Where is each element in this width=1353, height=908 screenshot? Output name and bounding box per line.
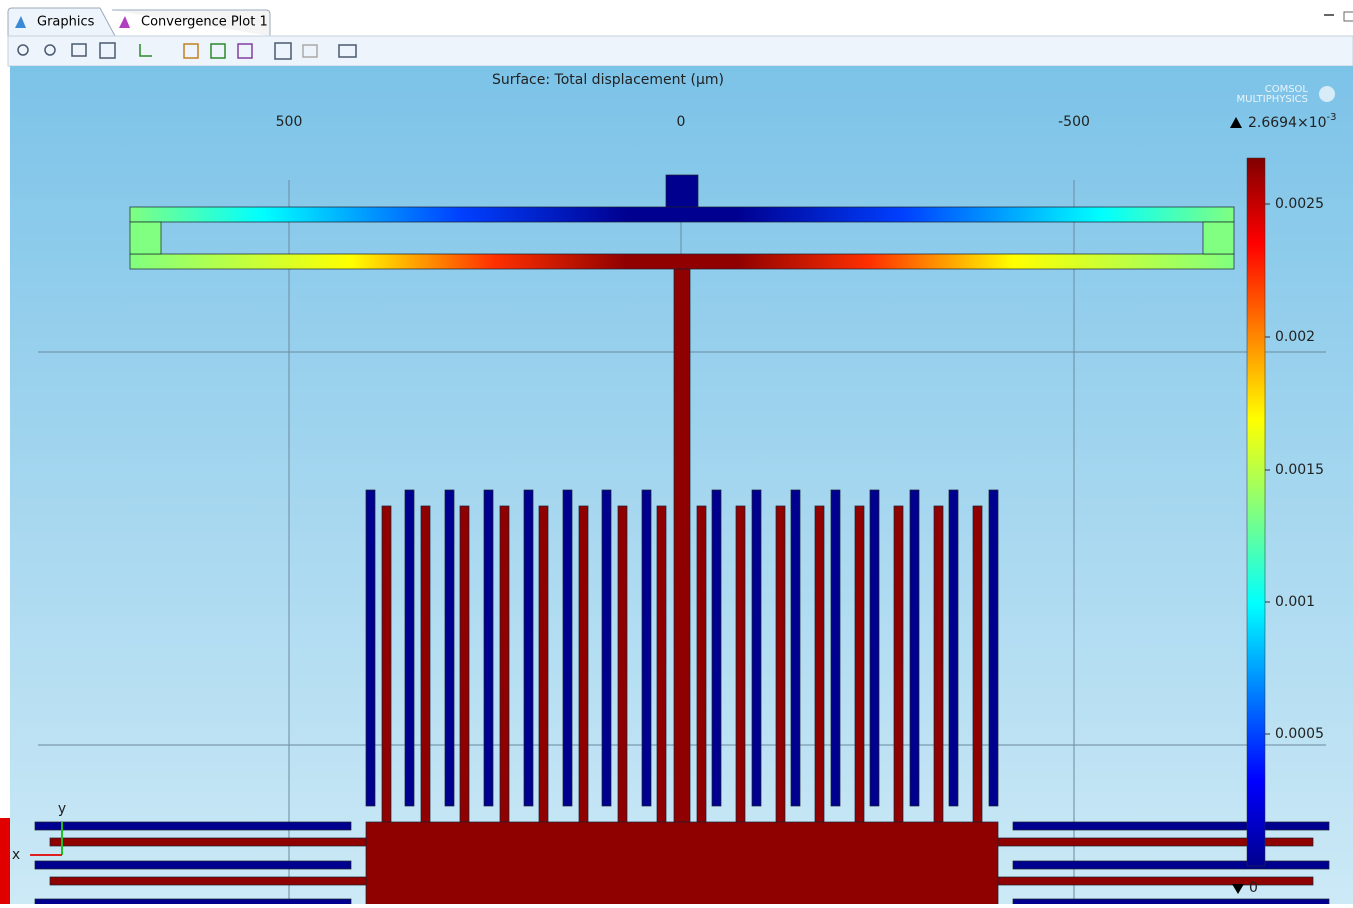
max-base: 2.6694×10 xyxy=(1248,115,1327,131)
x-tick-label: 0 xyxy=(677,114,686,130)
anchor xyxy=(666,175,698,207)
finger xyxy=(642,490,651,806)
finger xyxy=(989,490,998,806)
finger xyxy=(460,506,469,822)
electrode-bar xyxy=(998,877,1313,885)
tab-label[interactable]: Graphics xyxy=(37,15,95,30)
finger xyxy=(949,490,958,806)
frame-bottom xyxy=(130,254,1234,269)
finger xyxy=(815,506,824,822)
x-tick-label: 500 xyxy=(276,114,303,130)
frame-top xyxy=(130,207,1234,222)
electrode-bar xyxy=(998,838,1313,846)
colorbar xyxy=(1247,158,1265,866)
finger xyxy=(366,490,375,806)
electrode-bar xyxy=(35,861,351,869)
finger xyxy=(855,506,864,822)
finger xyxy=(484,490,493,806)
finger xyxy=(524,490,533,806)
finger xyxy=(563,490,572,806)
finger xyxy=(791,490,800,806)
finger xyxy=(500,506,509,822)
finger xyxy=(712,490,721,806)
finger xyxy=(445,490,454,806)
finger xyxy=(831,490,840,806)
tab-label[interactable]: Convergence Plot 1 xyxy=(141,15,268,30)
plot-title: Surface: Total displacement (µm) xyxy=(492,72,724,88)
finger xyxy=(539,506,548,822)
finger xyxy=(657,506,666,822)
logo-icon xyxy=(1319,86,1335,102)
electrode-bar xyxy=(50,877,366,885)
finger xyxy=(752,490,761,806)
finger xyxy=(973,506,982,822)
electrode-bar xyxy=(35,822,351,830)
finger xyxy=(934,506,943,822)
axis-label: x xyxy=(12,847,20,863)
finger xyxy=(736,506,745,822)
frame-side xyxy=(130,222,161,254)
axis-label: y xyxy=(58,801,66,817)
colorbar-tick-label: 0.0015 xyxy=(1275,462,1324,478)
electrode-bar xyxy=(1013,899,1329,904)
finger xyxy=(382,506,391,822)
electrode-bar xyxy=(35,899,351,904)
finger xyxy=(697,506,706,822)
side-marker xyxy=(0,818,10,904)
minimize-button[interactable] xyxy=(1324,14,1334,16)
colorbar-tick-label: 0.0005 xyxy=(1275,726,1324,742)
colorbar-min: 0 xyxy=(1249,880,1258,896)
base xyxy=(366,822,998,904)
finger xyxy=(910,490,919,806)
frame-side xyxy=(1203,222,1234,254)
colorbar-max: 2.6694×10-3 xyxy=(1248,112,1337,131)
toolbar xyxy=(8,36,1353,66)
window: Graphics Convergence Plot 1 Surface: Tot… xyxy=(0,0,1353,904)
finger xyxy=(894,506,903,822)
max-exponent: -3 xyxy=(1327,112,1337,123)
electrode-bar xyxy=(1013,822,1329,830)
logo: MULTIPHYSICS xyxy=(1237,94,1308,105)
electrode-bar xyxy=(50,838,366,846)
finger xyxy=(405,490,414,806)
finger xyxy=(776,506,785,822)
finger xyxy=(870,490,879,806)
finger xyxy=(579,506,588,822)
finger xyxy=(602,490,611,806)
colorbar-tick-label: 0.001 xyxy=(1275,594,1315,610)
x-tick-label: -500 xyxy=(1058,114,1090,130)
colorbar-tick-label: 0.0025 xyxy=(1275,196,1324,212)
finger xyxy=(618,506,627,822)
colorbar-tick-label: 0.002 xyxy=(1275,329,1315,345)
electrode-bar xyxy=(1013,861,1329,869)
stem xyxy=(674,269,690,822)
finger xyxy=(421,506,430,822)
